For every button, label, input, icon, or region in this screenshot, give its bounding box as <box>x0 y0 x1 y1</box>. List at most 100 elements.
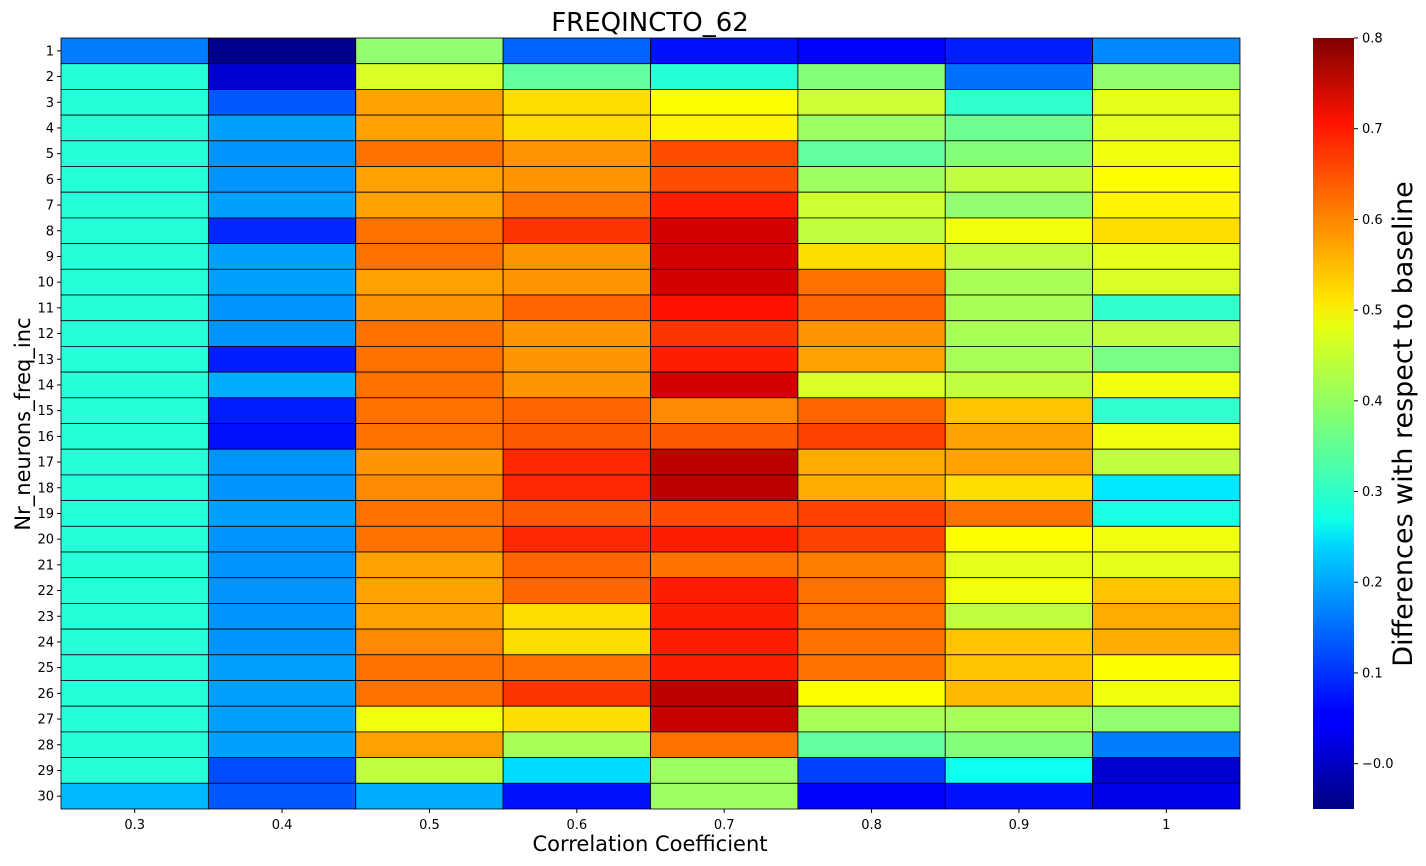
heatmap-cell <box>355 731 504 759</box>
heatmap-cell <box>944 628 1094 656</box>
heatmap-cell <box>207 628 357 656</box>
heatmap-cell <box>1092 680 1241 707</box>
heatmap-cell <box>60 140 209 167</box>
heatmap-cell <box>207 114 357 142</box>
heatmap-cell <box>1092 114 1241 142</box>
heatmap-cell <box>797 268 946 296</box>
heatmap-cell <box>944 603 1094 630</box>
heatmap-cell <box>60 294 209 322</box>
heatmap-cell <box>797 628 946 656</box>
y-tick-label: 3 <box>46 96 54 111</box>
chart-title: FREQINCTO_62 <box>551 8 749 38</box>
heatmap-cells <box>60 37 1241 810</box>
heatmap-cell <box>797 37 946 65</box>
heatmap-cell <box>207 423 357 450</box>
heatmap-cell <box>60 731 209 759</box>
heatmap-cell <box>650 294 799 322</box>
heatmap-cell <box>355 705 504 733</box>
colorbar-tick-label: 0.2 <box>1362 576 1383 591</box>
heatmap-cell <box>207 320 357 347</box>
heatmap-cell <box>355 680 504 707</box>
colorbar-tick-label: 0.7 <box>1362 122 1383 137</box>
heatmap-cell <box>944 191 1094 219</box>
heatmap-cell <box>207 474 357 501</box>
heatmap-cell <box>650 577 799 604</box>
heatmap-cell <box>355 63 504 90</box>
heatmap-cell <box>207 500 357 527</box>
heatmap-cell <box>650 474 799 501</box>
heatmap-cell <box>355 423 504 450</box>
y-tick-label: 6 <box>46 173 54 188</box>
heatmap-cell <box>207 654 357 681</box>
heatmap-cell <box>650 371 799 399</box>
heatmap-cell <box>207 680 357 707</box>
y-tick-label: 9 <box>46 250 54 265</box>
heatmap-cell <box>650 654 799 681</box>
heatmap-cell <box>1092 294 1241 322</box>
heatmap-cell <box>60 423 209 450</box>
heatmap-cell <box>944 551 1094 579</box>
heatmap-cell <box>355 268 504 296</box>
heatmap-cell <box>355 191 504 219</box>
heatmap-cell <box>797 63 946 90</box>
heatmap-cell <box>502 500 651 527</box>
heatmap-cell <box>944 397 1094 424</box>
heatmap-cell <box>502 140 651 167</box>
y-tick-label: 16 <box>37 430 54 445</box>
heatmap-cell <box>60 551 209 579</box>
y-tick-label: 11 <box>37 301 54 316</box>
heatmap-cell <box>60 757 209 784</box>
heatmap-cell <box>60 371 209 399</box>
x-tick-label: 0.7 <box>714 818 735 833</box>
colorbar-tick-label: −0.0 <box>1362 757 1394 772</box>
heatmap-cell <box>944 243 1094 270</box>
heatmap-cell <box>650 782 799 810</box>
x-tick-label: 0.3 <box>124 818 145 833</box>
heatmap-cell <box>944 577 1094 604</box>
heatmap-cell <box>797 140 946 167</box>
heatmap-cell <box>1092 654 1241 681</box>
heatmap-cell <box>1092 397 1241 424</box>
heatmap-cell <box>797 166 946 193</box>
y-tick-label: 7 <box>46 199 54 214</box>
heatmap-cell <box>60 37 209 65</box>
heatmap-cell <box>1092 191 1241 219</box>
heatmap-cell <box>650 320 799 347</box>
heatmap-cell <box>1092 345 1241 373</box>
heatmap-cell <box>355 294 504 322</box>
heatmap-cell <box>60 320 209 347</box>
heatmap-cell <box>650 191 799 219</box>
x-tick-label: 0.9 <box>1009 818 1030 833</box>
heatmap-cell <box>650 140 799 167</box>
heatmap-cell <box>207 268 357 296</box>
heatmap-cell <box>1092 37 1241 65</box>
heatmap-cell <box>502 63 651 90</box>
heatmap-cell <box>944 448 1094 476</box>
heatmap-cell <box>650 705 799 733</box>
heatmap-cell <box>502 525 651 553</box>
heatmap-cell <box>60 705 209 733</box>
heatmap-cell <box>944 140 1094 167</box>
heatmap-cell <box>1092 705 1241 733</box>
heatmap-cell <box>944 705 1094 733</box>
heatmap-cell <box>1092 474 1241 501</box>
heatmap-cell <box>207 371 357 399</box>
heatmap-cell <box>502 268 651 296</box>
y-tick-label: 17 <box>37 456 54 471</box>
heatmap-cell <box>1092 500 1241 527</box>
y-tick-label: 5 <box>46 147 54 162</box>
heatmap-cell <box>355 577 504 604</box>
colorbar-tick-label: 0.6 <box>1362 213 1383 228</box>
y-tick-label: 24 <box>37 635 54 650</box>
y-tick-label: 8 <box>46 224 54 239</box>
heatmap-cell <box>797 243 946 270</box>
heatmap-cell <box>1092 140 1241 167</box>
heatmap-cell <box>797 577 946 604</box>
heatmap-cell <box>944 63 1094 90</box>
x-axis-ticks: 0.3 0.4 0.5 0.6 0.7 0.8 0.9 1 <box>124 809 1170 833</box>
heatmap-cell <box>502 731 651 759</box>
y-tick-label: 21 <box>37 558 54 573</box>
heatmap-cell <box>60 654 209 681</box>
y-tick-label: 28 <box>37 738 54 753</box>
heatmap-cell <box>944 423 1094 450</box>
